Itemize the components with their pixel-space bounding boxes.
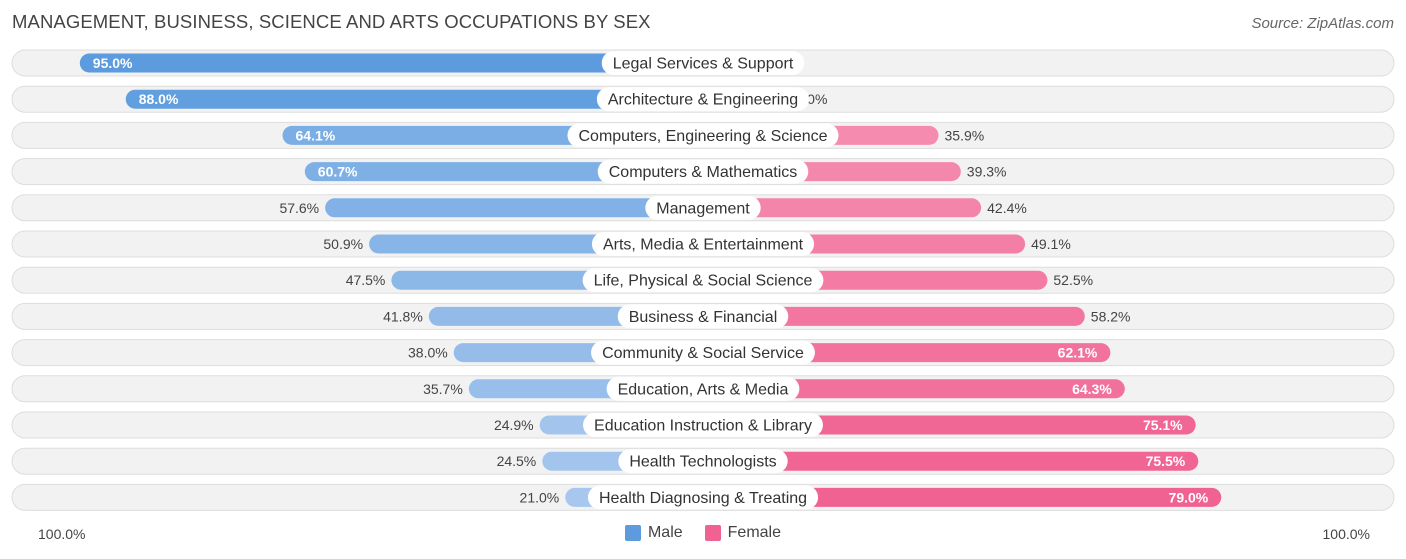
male-value-label: 64.1%: [296, 127, 336, 143]
female-value-label: 75.5%: [1146, 453, 1186, 469]
female-swatch: [704, 525, 721, 541]
female-value-label: 79.0%: [1169, 489, 1209, 505]
category-label: Legal Services & Support: [613, 56, 794, 73]
female-value-label: 35.9%: [945, 127, 985, 143]
legend: Male Female: [0, 524, 1406, 542]
category-label: Health Diagnosing & Treating: [599, 490, 807, 507]
male-value-label: 60.7%: [318, 164, 358, 180]
male-value-label: 41.8%: [383, 308, 423, 324]
female-bar[interactable]: [703, 306, 1085, 326]
male-swatch: [624, 525, 641, 541]
female-bar[interactable]: [703, 379, 1125, 399]
category-label: Computers, Engineering & Science: [578, 128, 827, 145]
category-label: Life, Physical & Social Science: [594, 273, 813, 290]
legend-item-female[interactable]: Female: [704, 524, 782, 542]
female-bar[interactable]: [703, 487, 1222, 507]
category-label-pill: [606, 376, 800, 401]
category-label: Management: [656, 200, 750, 217]
category-label: Arts, Media & Entertainment: [603, 237, 804, 254]
male-value-label: 50.9%: [323, 236, 363, 252]
legend-male-label: Male: [647, 524, 683, 541]
category-label-pill: [597, 159, 809, 184]
male-value-label: 88.0%: [139, 91, 179, 107]
category-label-pill: [591, 232, 815, 256]
category-label-pill: [596, 87, 810, 112]
category-label-pill: [583, 413, 823, 437]
category-label-pill: [617, 304, 789, 329]
legend-item-male[interactable]: Male: [624, 524, 683, 542]
male-value-label: 35.7%: [423, 381, 463, 397]
category-label: Health Technologists: [629, 454, 776, 471]
axis-left-label: 100.0%: [38, 526, 86, 542]
male-value-label: 38.0%: [408, 345, 448, 361]
chart-title: MANAGEMENT, BUSINESS, SCIENCE AND ARTS O…: [12, 11, 651, 32]
male-bar[interactable]: [125, 89, 704, 109]
category-label: Community & Social Service: [602, 345, 804, 362]
category-label-pill: [567, 123, 839, 148]
female-value-label: 49.1%: [1031, 236, 1071, 252]
category-label: Computers & Mathematics: [609, 164, 798, 181]
category-label: Education, Arts & Media: [618, 381, 789, 398]
category-label-pill: [618, 449, 788, 474]
category-label-pill: [591, 340, 815, 365]
female-bar[interactable]: [703, 451, 1199, 471]
female-value-label: 58.2%: [1091, 308, 1131, 324]
female-value-label: 62.1%: [1058, 345, 1098, 361]
female-value-label: 52.5%: [1053, 272, 1093, 288]
male-value-label: 57.6%: [279, 200, 319, 216]
male-value-label: 95.0%: [93, 55, 133, 71]
female-value-label: 39.3%: [967, 164, 1007, 180]
chart-area: 95.0%5.0%Legal Services & Support88.0%12…: [11, 49, 1395, 511]
male-bar[interactable]: [79, 53, 704, 73]
male-value-label: 24.9%: [494, 417, 534, 433]
category-label: Business & Financial: [629, 309, 778, 326]
category-label-pill: [582, 268, 824, 293]
female-bar[interactable]: [703, 415, 1196, 435]
category-label-pill: [587, 485, 819, 510]
female-value-label: 64.3%: [1072, 381, 1112, 397]
female-value-label: 75.1%: [1143, 417, 1183, 433]
axis-right-label: 100.0%: [1322, 526, 1370, 542]
source-label: Source: ZipAtlas.com: [1251, 15, 1394, 32]
male-value-label: 24.5%: [497, 453, 537, 469]
category-label: Education Instruction & Library: [594, 418, 812, 435]
female-bar[interactable]: [703, 198, 982, 218]
category-label-pill: [645, 195, 761, 220]
category-label-pill: [601, 51, 805, 75]
female-value-label: 42.4%: [987, 200, 1027, 216]
male-value-label: 21.0%: [520, 489, 560, 505]
male-value-label: 47.5%: [346, 272, 386, 288]
category-label: Architecture & Engineering: [608, 92, 798, 109]
legend-female-label: Female: [727, 524, 782, 541]
male-bar[interactable]: [325, 198, 703, 218]
